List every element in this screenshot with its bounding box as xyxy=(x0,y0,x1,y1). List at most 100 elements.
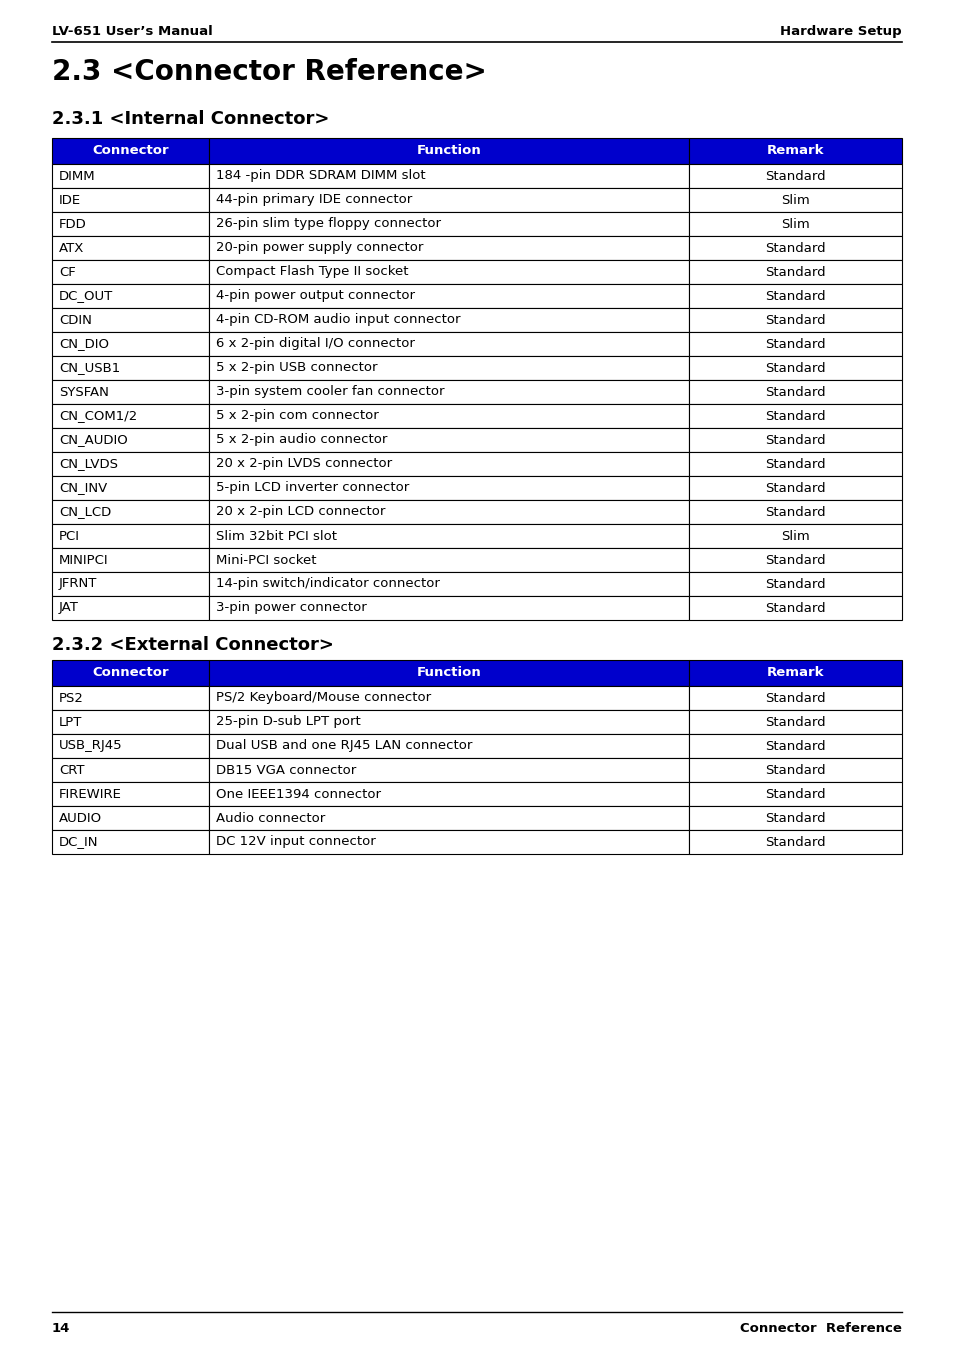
Bar xyxy=(209,333,689,356)
Bar xyxy=(209,596,689,621)
Bar xyxy=(52,356,209,380)
Bar xyxy=(689,164,901,188)
Bar xyxy=(52,212,209,237)
Text: Connector: Connector xyxy=(92,145,169,157)
Text: 2.3.2 <External Connector>: 2.3.2 <External Connector> xyxy=(52,635,334,654)
Bar xyxy=(52,404,209,429)
Text: Standard: Standard xyxy=(764,457,825,470)
Text: CN_INV: CN_INV xyxy=(59,481,107,495)
Bar xyxy=(209,806,689,830)
Bar xyxy=(209,188,689,212)
Bar xyxy=(689,356,901,380)
Text: CN_USB1: CN_USB1 xyxy=(59,361,120,375)
Text: Standard: Standard xyxy=(764,740,825,753)
Text: 4-pin CD-ROM audio input connector: 4-pin CD-ROM audio input connector xyxy=(216,314,460,326)
Bar xyxy=(209,284,689,308)
Bar xyxy=(52,734,209,758)
Bar xyxy=(689,260,901,284)
Text: Slim: Slim xyxy=(781,193,809,207)
Text: Remark: Remark xyxy=(766,667,823,680)
Text: 6 x 2-pin digital I/O connector: 6 x 2-pin digital I/O connector xyxy=(216,338,415,350)
Bar xyxy=(52,452,209,476)
Text: Dual USB and one RJ45 LAN connector: Dual USB and one RJ45 LAN connector xyxy=(216,740,472,753)
Bar xyxy=(689,333,901,356)
Text: Function: Function xyxy=(416,145,481,157)
Text: MINIPCI: MINIPCI xyxy=(59,553,109,566)
Bar xyxy=(52,710,209,734)
Text: 20 x 2-pin LVDS connector: 20 x 2-pin LVDS connector xyxy=(216,457,392,470)
Text: Connector: Connector xyxy=(92,667,169,680)
Text: DIMM: DIMM xyxy=(59,169,95,183)
Bar xyxy=(209,685,689,710)
Bar xyxy=(209,380,689,404)
Bar xyxy=(209,308,689,333)
Bar xyxy=(689,525,901,548)
Text: Standard: Standard xyxy=(764,169,825,183)
Bar xyxy=(689,830,901,854)
Text: CDIN: CDIN xyxy=(59,314,91,326)
Bar xyxy=(209,734,689,758)
Bar xyxy=(689,685,901,710)
Bar xyxy=(689,734,901,758)
Text: Standard: Standard xyxy=(764,289,825,303)
Text: Compact Flash Type II socket: Compact Flash Type II socket xyxy=(216,265,408,279)
Text: Standard: Standard xyxy=(764,410,825,422)
Text: Standard: Standard xyxy=(764,314,825,326)
Text: Standard: Standard xyxy=(764,553,825,566)
Text: 14: 14 xyxy=(52,1322,71,1334)
Text: Standard: Standard xyxy=(764,715,825,729)
Text: IDE: IDE xyxy=(59,193,81,207)
Text: 25-pin D-sub LPT port: 25-pin D-sub LPT port xyxy=(216,715,360,729)
Bar xyxy=(209,525,689,548)
Bar xyxy=(52,806,209,830)
Bar xyxy=(689,476,901,500)
Text: 3-pin system cooler fan connector: 3-pin system cooler fan connector xyxy=(216,385,444,399)
Bar xyxy=(52,525,209,548)
Bar xyxy=(689,380,901,404)
Bar xyxy=(209,164,689,188)
Text: DC 12V input connector: DC 12V input connector xyxy=(216,836,375,849)
Bar xyxy=(209,830,689,854)
Bar xyxy=(52,308,209,333)
Bar xyxy=(52,500,209,525)
Bar xyxy=(209,781,689,806)
Text: Slim: Slim xyxy=(781,530,809,542)
Text: CN_DIO: CN_DIO xyxy=(59,338,109,350)
Text: USB_RJ45: USB_RJ45 xyxy=(59,740,123,753)
Bar xyxy=(52,476,209,500)
Bar xyxy=(209,452,689,476)
Text: Standard: Standard xyxy=(764,361,825,375)
Text: CF: CF xyxy=(59,265,75,279)
Bar xyxy=(689,452,901,476)
Text: CN_LVDS: CN_LVDS xyxy=(59,457,118,470)
Bar xyxy=(52,572,209,596)
Bar xyxy=(52,758,209,781)
Text: SYSFAN: SYSFAN xyxy=(59,385,109,399)
Bar xyxy=(689,806,901,830)
Text: One IEEE1394 connector: One IEEE1394 connector xyxy=(216,787,381,800)
Bar xyxy=(689,660,901,685)
Bar xyxy=(52,260,209,284)
Bar xyxy=(689,596,901,621)
Bar xyxy=(52,781,209,806)
Bar xyxy=(52,429,209,452)
Bar xyxy=(209,548,689,572)
Text: DC_OUT: DC_OUT xyxy=(59,289,113,303)
Text: FDD: FDD xyxy=(59,218,87,230)
Text: Standard: Standard xyxy=(764,481,825,495)
Text: Function: Function xyxy=(416,667,481,680)
Bar xyxy=(689,308,901,333)
Bar xyxy=(689,572,901,596)
Text: Standard: Standard xyxy=(764,764,825,776)
Bar xyxy=(52,188,209,212)
Text: CN_COM1/2: CN_COM1/2 xyxy=(59,410,137,422)
Bar xyxy=(689,429,901,452)
Bar xyxy=(689,212,901,237)
Bar xyxy=(209,500,689,525)
Text: 5-pin LCD inverter connector: 5-pin LCD inverter connector xyxy=(216,481,409,495)
Bar xyxy=(52,333,209,356)
Text: Standard: Standard xyxy=(764,506,825,519)
Bar xyxy=(689,758,901,781)
Bar xyxy=(689,284,901,308)
Bar xyxy=(52,660,209,685)
